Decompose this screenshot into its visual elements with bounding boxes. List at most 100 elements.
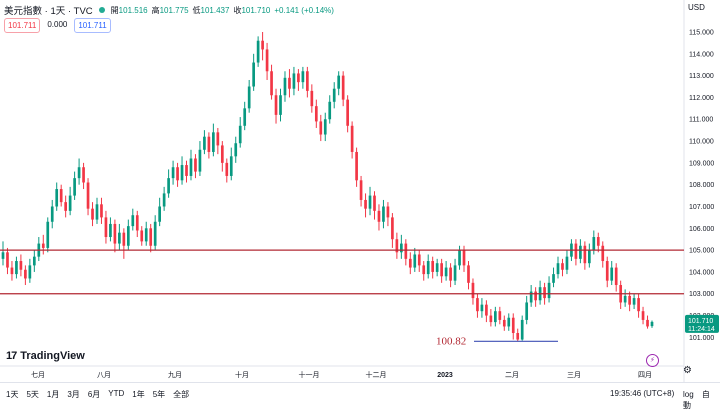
candle-body [77,167,81,179]
lightning-icon[interactable]: ⚡ [646,354,659,367]
candle-body [534,291,537,301]
range-button[interactable]: 5天 [26,390,39,399]
tradingview-logo-text: TradingView [20,350,85,362]
ohlc-value: 101.710 [241,5,271,15]
candle-body [256,40,260,63]
candle-body [10,267,14,275]
candle-body [82,167,85,183]
candle-body [596,237,600,246]
candle-body [180,165,184,181]
candle-body [359,180,363,200]
ohlc-label: 收 [233,5,242,15]
candle-body [171,167,175,179]
range-button[interactable]: 1天 [6,390,19,399]
candle-body [341,75,345,100]
candle-body [140,230,144,242]
scale-options: log 自動 [683,389,720,411]
gear-icon[interactable]: ⚙ [683,365,692,376]
candle-body [422,265,426,275]
candle-body [547,282,551,299]
candle-body [520,319,524,340]
candle-body [73,178,76,196]
symbol-title[interactable]: 美元指數 · 1天 · TVC [4,6,93,17]
ohlc-value: 101.516 [118,5,148,15]
candle-body [55,189,59,207]
price-tick-label: 106.000 [689,226,714,233]
candle-body [32,256,36,266]
time-tick-label: 十一月 [299,370,320,379]
candle-body [15,261,18,275]
currency-label[interactable]: USD [688,3,705,12]
candle-body [91,208,94,220]
clock[interactable]: 19:35:46 (UTC+8) [610,389,675,398]
time-tick-label: 三月 [567,371,581,379]
candle-body [350,125,354,152]
candlestick-chart[interactable]: 115.000 114.000 113.000 112.000 111.000 110.0… [0,0,720,382]
sell-price-button[interactable]: 101.711 [4,18,41,33]
candle-body [574,243,578,259]
ohlc-value: 101.775 [159,5,189,15]
current-price-marker [685,314,719,333]
range-button[interactable]: 全部 [173,390,190,399]
candle-body [131,215,135,227]
support-annotation: 100.82 [436,335,466,347]
range-button[interactable]: 1年 [132,390,145,399]
candle-body [220,145,224,163]
ohlc-label: 高 [151,5,160,15]
candle-body [498,311,502,320]
candle-body [167,178,170,194]
candle-body [480,304,484,312]
candle-body [516,333,520,340]
candle-body [587,250,591,264]
candle-body [270,71,273,96]
candle-body [292,73,296,89]
candle-body [426,261,430,275]
candle-body [50,206,54,222]
candle-body [382,206,385,222]
candle-body [413,254,417,268]
price-tick-label: 103.000 [689,291,714,298]
candle-body [525,302,529,320]
candle-body [337,75,341,89]
candle-body [641,311,645,320]
candle-body [605,261,609,281]
range-button[interactable]: 1月 [46,390,60,399]
trade-price-boxes: 101.711 0.000 101.711 [4,18,111,33]
buy-price-button[interactable]: 101.711 [74,18,111,33]
price-tick-label: 114.000 [689,51,714,58]
tradingview-logo-icon: 17 [6,350,17,362]
candle-body [24,269,27,279]
log-toggle[interactable]: log [683,390,694,399]
price-tick-label: 112.000 [689,95,714,102]
candle-body [364,199,367,209]
candle-body [467,265,470,283]
candle-body [243,108,247,126]
candle-body [104,217,108,238]
candle-body [41,243,45,248]
tradingview-logo[interactable]: 17 TradingView [6,350,85,362]
candle-body [346,99,349,126]
candle-body [476,298,479,312]
candle-body [203,136,206,150]
candle-body [68,195,72,211]
candle-body [306,71,309,91]
current-price-label: 101.710 [688,318,713,325]
candle-body [100,204,103,218]
candle-body [113,223,117,244]
candle-body [440,263,443,277]
candle-body [373,195,376,211]
candle-body [404,243,408,259]
range-button[interactable]: 5年 [152,390,166,399]
range-button[interactable]: YTD [108,389,125,398]
candle-body [377,210,381,222]
candle-body [283,77,287,96]
candle-body [400,243,403,253]
range-button[interactable]: 3月 [67,390,80,399]
candle-body [247,86,251,109]
candle-body [435,263,439,272]
candle-body [323,119,327,135]
candle-body [252,62,255,87]
range-button[interactable]: 6月 [87,390,101,399]
candle-body [386,206,390,218]
price-tick-label: 107.000 [689,204,714,211]
